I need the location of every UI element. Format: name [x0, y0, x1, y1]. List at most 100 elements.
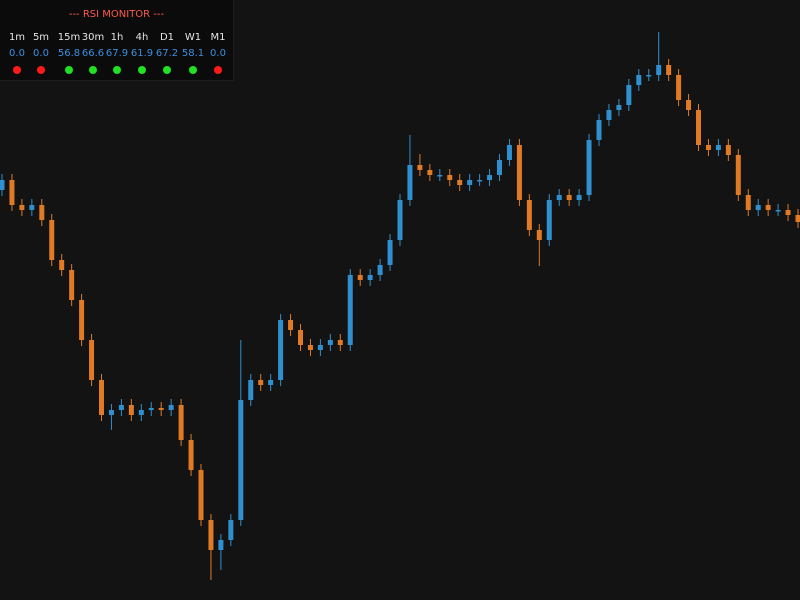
timeframe-label: W1: [184, 32, 202, 43]
candle-body: [178, 405, 184, 440]
candle-body: [19, 205, 25, 210]
candle-body: [506, 145, 512, 160]
candle-body: [526, 200, 532, 230]
candle-body: [89, 340, 95, 380]
candle-body: [387, 240, 393, 265]
candle-body: [118, 405, 124, 410]
candle-body: [407, 165, 413, 200]
candle-body: [9, 180, 15, 205]
rsi-column: 1h 67.9: [104, 30, 130, 74]
signal-dot: [13, 66, 21, 74]
candle-body: [148, 408, 154, 410]
rsi-value: 66.6: [81, 48, 105, 59]
candle-body: [765, 205, 771, 210]
candle-body: [298, 330, 303, 345]
rsi-column: 1m 0.0: [4, 30, 30, 74]
candle-body: [238, 400, 244, 520]
timeframe-label: 4h: [135, 32, 149, 43]
candle-body: [158, 408, 164, 410]
timeframe-label: 1m: [8, 32, 26, 43]
timeframe-label: D1: [159, 32, 175, 43]
candle-body: [29, 205, 35, 210]
rsi-column: 4h 61.9: [129, 30, 155, 74]
candle-body: [198, 470, 204, 520]
candle-body: [725, 145, 731, 155]
rsi-value: 61.9: [130, 48, 154, 59]
candle-body: [248, 380, 254, 400]
candle-body: [188, 440, 194, 470]
candle-body: [467, 180, 473, 185]
candle-body: [258, 380, 264, 385]
candle-body: [735, 155, 741, 195]
candle-body: [626, 85, 632, 105]
candle-body: [268, 380, 274, 385]
candle-body: [417, 165, 423, 170]
candle-body: [676, 75, 682, 100]
candle-body: [696, 110, 701, 145]
candle-body: [636, 75, 642, 85]
panel-title: --- RSI MONITOR ---: [68, 9, 165, 20]
candle-body: [49, 220, 55, 260]
signal-dot: [65, 66, 73, 74]
candle-body: [377, 265, 383, 275]
candle-body: [497, 160, 502, 175]
candle-body: [307, 345, 313, 350]
timeframe-label: 15m: [57, 32, 81, 43]
candle-body: [447, 175, 453, 180]
candle-body: [705, 145, 711, 150]
timeframe-label: 30m: [81, 32, 105, 43]
rsi-value: 0.0: [9, 48, 25, 59]
rsi-column: 30m 66.6: [80, 30, 106, 74]
candle-body: [59, 260, 65, 270]
rsi-value: 0.0: [210, 48, 226, 59]
candle-body: [278, 320, 284, 380]
candle-body: [327, 340, 333, 345]
candle-body: [218, 540, 224, 550]
candle-body: [288, 320, 294, 330]
candle-body: [208, 520, 214, 550]
rsi-column: D1 67.2: [154, 30, 180, 74]
candle-body: [775, 210, 781, 212]
rsi-value: 67.9: [105, 48, 129, 59]
rsi-value: 56.8: [57, 48, 81, 59]
timeframe-label: M1: [210, 32, 226, 43]
candle-body: [546, 200, 552, 240]
candle-body: [79, 300, 85, 340]
signal-dot: [89, 66, 97, 74]
candle-body: [437, 175, 443, 177]
rsi-value: 58.1: [181, 48, 205, 59]
candle-body: [128, 405, 134, 415]
candle-body: [477, 180, 483, 182]
candle-body: [168, 405, 174, 410]
candle-body: [138, 410, 144, 415]
candle-body: [755, 205, 761, 210]
candle-body: [745, 195, 751, 210]
rsi-column: 15m 56.8: [56, 30, 82, 74]
candle-body: [317, 345, 323, 350]
candle-body: [487, 175, 493, 180]
candle-body: [586, 140, 592, 195]
candle-body: [516, 145, 522, 200]
signal-dot: [113, 66, 121, 74]
candle-body: [795, 215, 800, 222]
rsi-column: W1 58.1: [180, 30, 206, 74]
candle-body: [228, 520, 234, 540]
candle-body: [616, 105, 622, 110]
signal-dot: [37, 66, 45, 74]
candle-body: [99, 380, 104, 415]
candle-body: [596, 120, 602, 140]
rsi-column: M1 0.0: [205, 30, 231, 74]
candle-body: [785, 210, 791, 215]
candle-body: [69, 270, 75, 300]
signal-dot: [138, 66, 146, 74]
candle-body: [536, 230, 542, 240]
candle-body: [367, 275, 373, 280]
rsi-column: 5m 0.0: [28, 30, 54, 74]
timeframe-label: 5m: [32, 32, 50, 43]
candle-body: [566, 195, 572, 200]
candle-body: [715, 145, 721, 150]
signal-dot: [189, 66, 197, 74]
candle-body: [656, 65, 662, 75]
candle-body: [686, 100, 692, 110]
